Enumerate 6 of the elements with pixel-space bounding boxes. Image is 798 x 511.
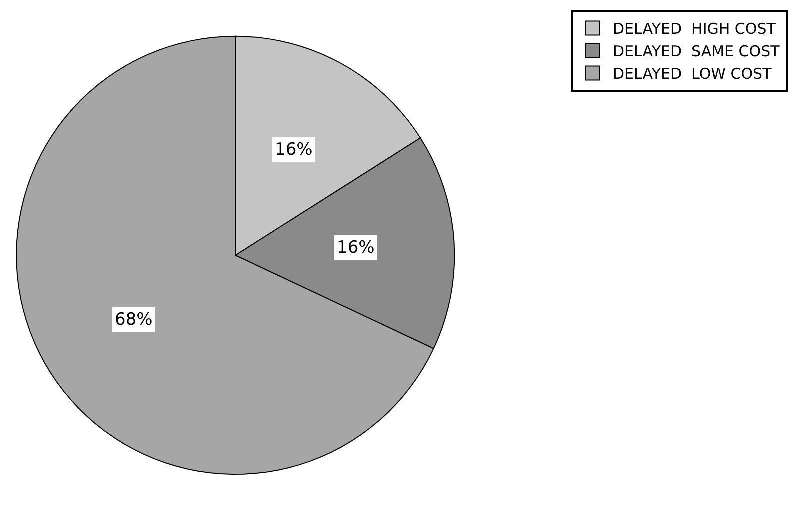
- data-label: 68%: [115, 310, 153, 330]
- legend-label: DELAYED LOW COST: [613, 65, 773, 84]
- data-label: 16%: [275, 140, 313, 160]
- legend-label: DELAYED HIGH COST: [613, 20, 777, 38]
- data-label: 16%: [337, 238, 375, 258]
- legend-label: DELAYED SAME COST: [613, 42, 781, 61]
